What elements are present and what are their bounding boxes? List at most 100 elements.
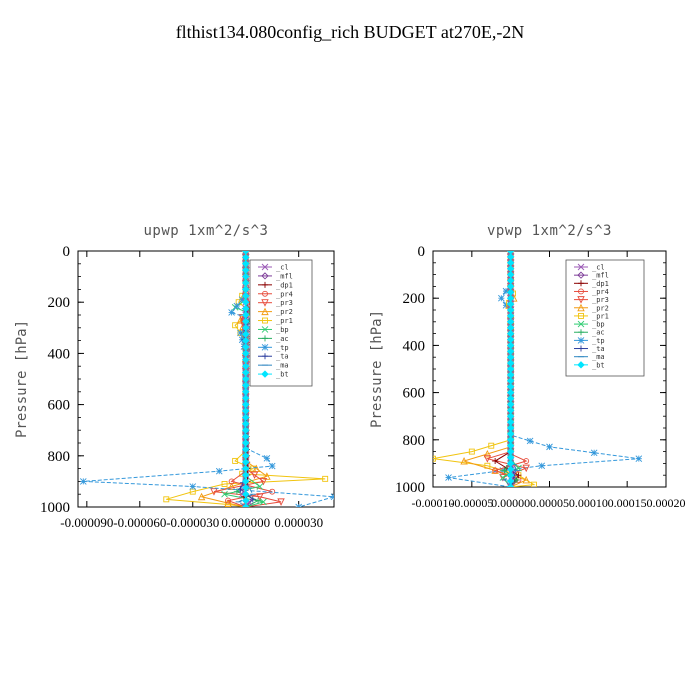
- y-tick-label: 800: [403, 433, 426, 449]
- series-line_pr1: [433, 251, 536, 487]
- x-tick-label: 0.00005: [530, 496, 569, 510]
- series-point_pr2: [483, 449, 492, 458]
- x-tick-label: -0.000090: [60, 515, 113, 530]
- x-tick-label: 0.00020: [647, 496, 686, 510]
- series-point_tp: [526, 437, 534, 445]
- series-point_tp: [498, 294, 505, 302]
- series-point_tp: [590, 449, 598, 457]
- figure-title: flthist134.080config_rich BUDGET at270E,…: [176, 22, 525, 42]
- legend-marker_pr1: [262, 317, 268, 324]
- series-point_tp: [502, 287, 510, 295]
- x-tick-label: -0.00010: [412, 496, 455, 510]
- y-axis-label: Pressure [hPa]: [14, 320, 30, 438]
- series-point_tp: [502, 301, 510, 309]
- legend-label_ma: _ma: [592, 353, 605, 361]
- legend-marker_tp: [577, 337, 585, 344]
- legend-marker_pr3: [261, 299, 269, 307]
- series-point_cl: [507, 251, 514, 255]
- series-point_pr2: [227, 482, 236, 490]
- legend-marker_mfl: [261, 272, 269, 280]
- series-point_ac: [501, 467, 508, 474]
- legend-label_bt: _bt: [276, 371, 289, 379]
- legend-marker_pr4: [578, 288, 584, 295]
- y-tick-label: 400: [403, 338, 426, 354]
- legend-label_mfl: _mfl: [276, 272, 293, 280]
- series-point_tp: [295, 503, 303, 507]
- legend-marker_cl: [577, 263, 585, 271]
- legend-label_cl: _cl: [276, 264, 289, 272]
- legend-label_dp1: _dp1: [276, 281, 293, 289]
- series-point_dp1: [492, 458, 499, 465]
- legend-marker_cl: [261, 263, 269, 271]
- legend-label_ta: _ta: [276, 353, 289, 361]
- series-point_pr2: [263, 472, 271, 480]
- series-point_pr4: [225, 497, 232, 504]
- series_bt: [242, 251, 250, 507]
- series-point_ta: [249, 496, 256, 503]
- y-tick-label: 0: [418, 244, 426, 260]
- legend-marker_mfl: [577, 271, 585, 279]
- legend-label_ma: _ma: [276, 362, 289, 370]
- series-point_pr3: [522, 464, 530, 473]
- series-point_tp: [445, 474, 452, 481]
- series-point_pr1: [221, 481, 228, 487]
- series-point_bt: [506, 483, 515, 487]
- series-point_pr3: [499, 474, 507, 482]
- legend-label_mfl: _mfl: [592, 272, 609, 280]
- legend-marker_ac: [578, 329, 584, 336]
- series-point_pr1: [531, 481, 537, 487]
- y-tick-label: 200: [403, 291, 426, 307]
- legend-label_pr1: _pr1: [592, 312, 609, 320]
- series-point_pr2: [224, 499, 232, 507]
- series-point_pr1: [488, 442, 495, 449]
- y-tick-label: 200: [48, 295, 71, 311]
- legend-marker_ta: [578, 345, 584, 352]
- series-point_cl: [507, 483, 514, 487]
- legend-marker_bt: [577, 361, 585, 369]
- legend-marker_tp: [261, 343, 269, 351]
- legend-label_pr2: _pr2: [276, 308, 293, 316]
- legend-marker_pr2: [577, 303, 585, 312]
- legend: _cl_mfl_dp1_pr4_pr3_pr2_pr1_bp_ac_tp_ta_…: [249, 259, 313, 387]
- legend-marker_bp: [261, 326, 269, 333]
- series-point_pr1: [322, 475, 329, 482]
- legend-marker_ac: [262, 335, 268, 342]
- legend-label_tp: _tp: [276, 344, 289, 352]
- series-point_tp: [189, 483, 197, 490]
- legend-marker_dp1: [262, 281, 268, 288]
- x-tick-label: -0.00005: [450, 496, 493, 510]
- y-axis-label: Pressure [hPa]: [369, 310, 385, 428]
- y-tick-label: 1000: [395, 480, 425, 496]
- series-point_pr3: [259, 477, 268, 486]
- series-point_pr1: [232, 457, 239, 464]
- series-point_ac: [513, 476, 520, 483]
- series-point_pr2: [197, 492, 206, 501]
- series-point_bt: [242, 503, 250, 507]
- legend-marker_pr1: [578, 312, 584, 319]
- series-point_pr4: [523, 458, 530, 464]
- series-point_bp: [260, 498, 267, 506]
- legend-label_pr4: _pr4: [592, 288, 609, 296]
- legend-label_bp: _bp: [592, 321, 605, 329]
- vpwp-panel: vpwp 1xm^2/s^3 Pressure [hPa] 0 200 400 600 80…: [369, 223, 686, 510]
- legend-label_ta: _ta: [592, 345, 605, 353]
- series-line_pr3: [485, 251, 528, 487]
- series-point_tp: [228, 309, 235, 316]
- series-point_pr4: [492, 467, 499, 474]
- panel-title: upwp 1xm^2/s^3: [143, 223, 268, 239]
- legend-label_pr1: _pr1: [276, 317, 293, 325]
- series-point_pr2: [522, 475, 530, 484]
- y-tick-label: 600: [48, 398, 71, 414]
- legend-marker_bp: [577, 320, 585, 328]
- series-point_pr1: [433, 455, 436, 462]
- series-point_tp: [237, 329, 244, 337]
- series-point_tp: [238, 296, 246, 303]
- legend-marker_pr3: [577, 296, 585, 304]
- x-tick-label: 0.000000: [221, 515, 270, 530]
- legend-marker_ta: [262, 353, 268, 360]
- series-point_bp: [221, 490, 228, 498]
- series-point_pr1: [163, 496, 170, 503]
- legend-marker_pr4: [262, 290, 268, 297]
- series-point_pr2: [460, 457, 468, 465]
